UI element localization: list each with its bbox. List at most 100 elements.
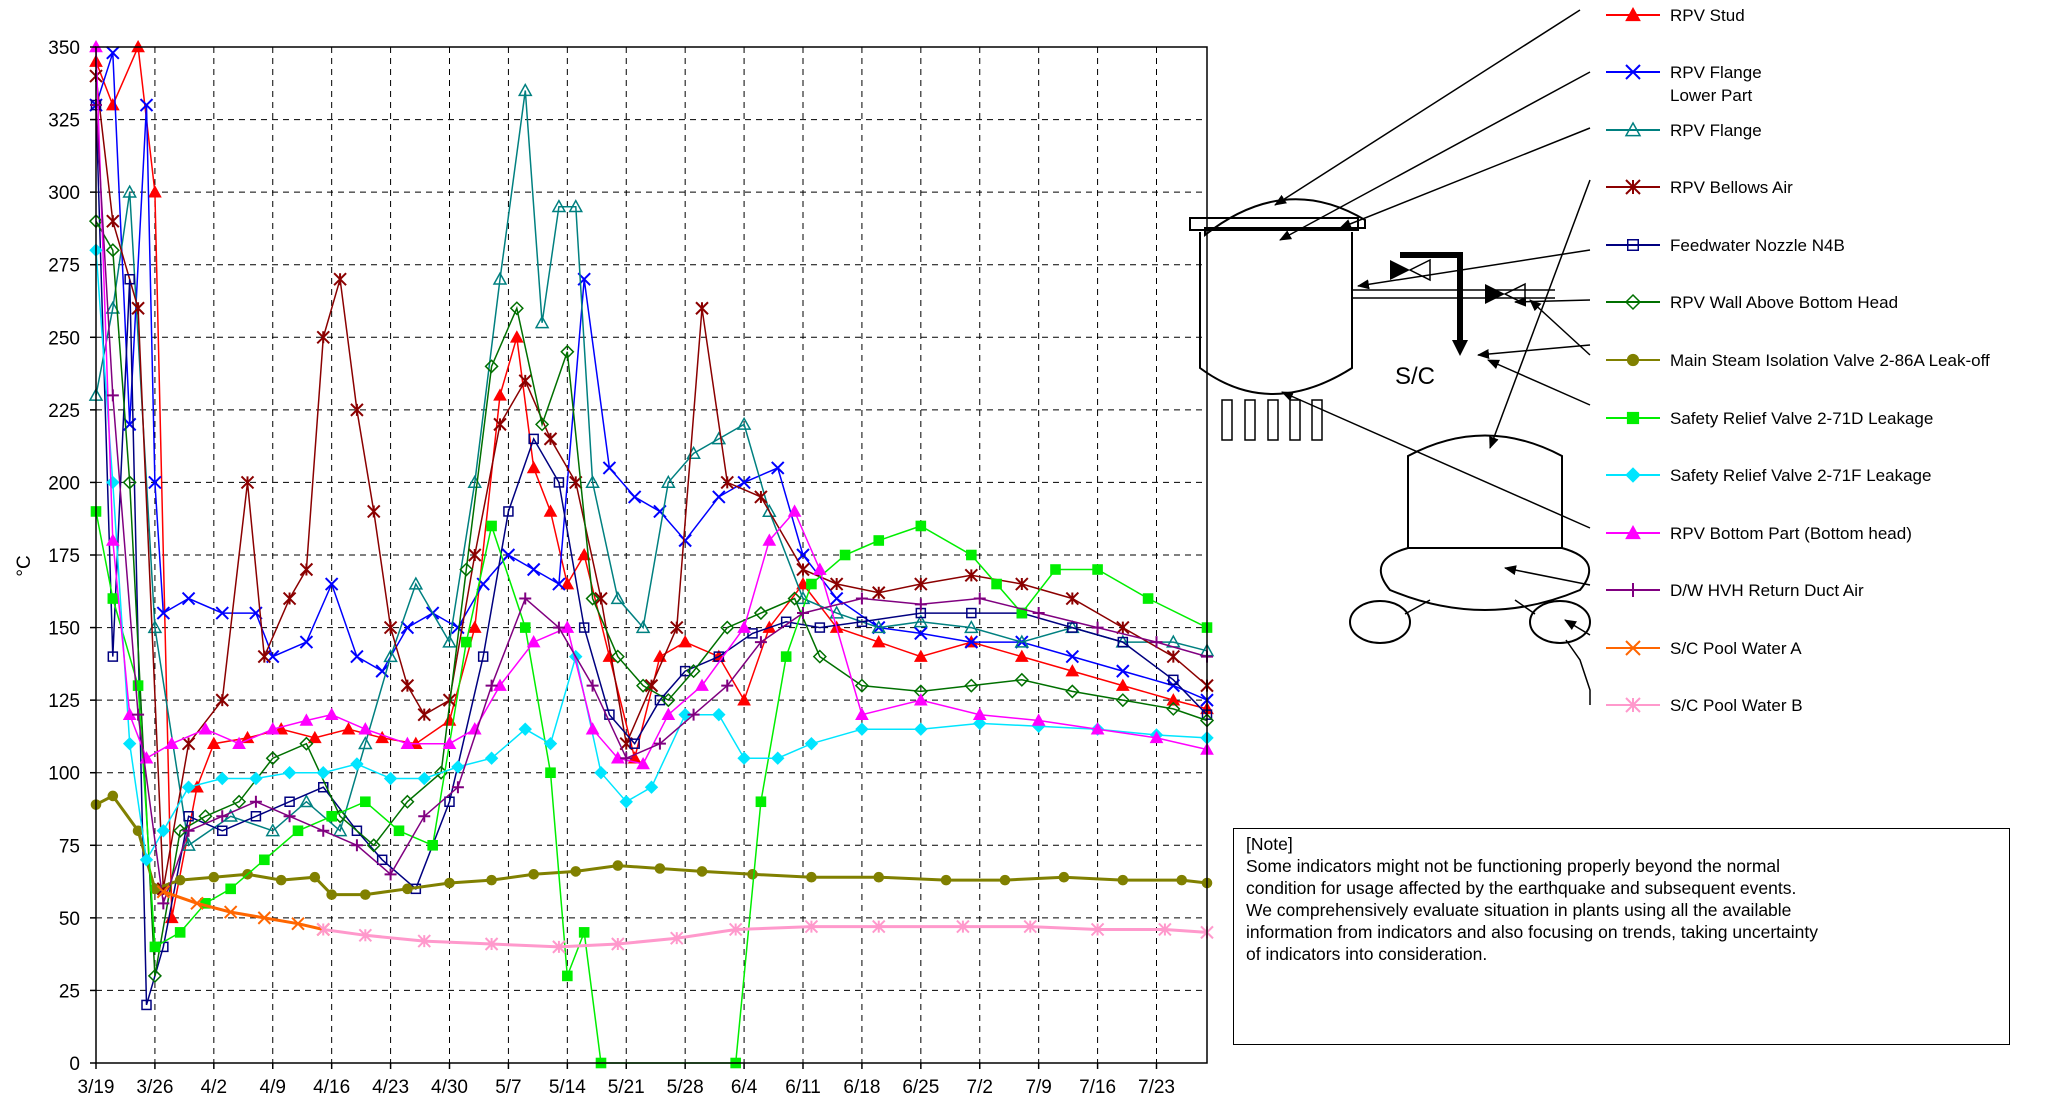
legend-label: S/C Pool Water A xyxy=(1670,639,1802,658)
data-point xyxy=(485,679,498,692)
data-point xyxy=(560,344,575,359)
legend-label: RPV Stud xyxy=(1670,6,1745,25)
data-point xyxy=(610,590,626,605)
data-point xyxy=(259,854,270,866)
data-point xyxy=(814,622,826,633)
x-tick-label: 5/14 xyxy=(549,1077,586,1098)
legend-label: RPV Flange xyxy=(1670,63,1762,82)
data-point xyxy=(797,607,809,620)
data-point xyxy=(360,796,371,808)
data-point xyxy=(720,475,734,490)
drywell xyxy=(1407,434,1563,549)
note-line: Some indicators might not be functioning… xyxy=(1246,856,1781,876)
data-point xyxy=(686,664,701,679)
legend-item: Main Steam Isolation Valve 2-86A Leak-of… xyxy=(1606,351,1990,370)
legend-label: RPV Bottom Part (Bottom head) xyxy=(1670,524,1912,543)
x-tick-label: 7/23 xyxy=(1138,1077,1175,1098)
data-point xyxy=(366,838,381,853)
series-3 xyxy=(89,69,1214,896)
data-point xyxy=(181,591,196,606)
data-point xyxy=(358,736,373,750)
data-point xyxy=(737,751,751,765)
data-point xyxy=(400,678,415,693)
data-point xyxy=(873,871,885,883)
pointer-line xyxy=(1565,639,1591,705)
data-point xyxy=(604,709,615,720)
data-point xyxy=(257,649,272,664)
data-point xyxy=(105,243,120,258)
data-point xyxy=(132,708,145,721)
data-point xyxy=(181,736,196,751)
y-tick-label: 125 xyxy=(48,691,80,712)
data-point xyxy=(712,490,726,504)
data-point xyxy=(873,535,885,546)
data-point xyxy=(225,883,236,895)
rpv-support-leg xyxy=(1289,399,1301,441)
data-point xyxy=(1014,649,1029,662)
legend-item: Safety Relief Valve 2-71D Leakage xyxy=(1606,409,1933,428)
data-point xyxy=(661,693,676,708)
data-point xyxy=(105,533,120,546)
data-point xyxy=(1014,634,1030,648)
vent-pipe xyxy=(1404,599,1431,615)
data-point xyxy=(250,811,262,822)
note-heading: [Note] xyxy=(1246,834,1293,854)
data-point xyxy=(376,854,388,866)
data-point xyxy=(206,736,221,749)
data-point xyxy=(265,751,280,766)
data-point xyxy=(695,301,709,315)
legend-label: S/C Pool Water B xyxy=(1670,696,1803,715)
data-point xyxy=(324,707,339,720)
data-point xyxy=(318,781,329,793)
data-point xyxy=(503,506,514,517)
data-point xyxy=(257,911,272,925)
legend-label: Safety Relief Valve 2-71F Leakage xyxy=(1670,466,1931,485)
data-point xyxy=(914,577,928,591)
data-point xyxy=(400,736,415,749)
data-point xyxy=(316,922,330,937)
legend-marker xyxy=(1626,583,1640,597)
pointer-arrow xyxy=(1357,249,1591,290)
data-point xyxy=(518,374,532,388)
data-point xyxy=(966,549,977,561)
data-point xyxy=(107,651,119,662)
data-point xyxy=(796,548,810,562)
y-axis-label: °C xyxy=(14,555,35,576)
data-point xyxy=(578,622,590,633)
data-point xyxy=(383,771,398,786)
data-point xyxy=(147,968,162,983)
data-point xyxy=(157,897,170,910)
data-point xyxy=(762,503,777,518)
pointer-arrow xyxy=(1529,299,1591,356)
data-point xyxy=(871,620,887,634)
data-point xyxy=(444,796,455,807)
data-point xyxy=(299,736,314,751)
y-tick-label: 100 xyxy=(48,764,80,785)
legend-item: RPV Bellows Air xyxy=(1606,178,1793,197)
data-point xyxy=(644,780,659,794)
data-point xyxy=(787,504,802,517)
data-point xyxy=(552,940,566,954)
data-point xyxy=(720,620,735,635)
data-point xyxy=(661,474,676,488)
data-point xyxy=(670,931,684,945)
x-tick-label: 5/21 xyxy=(608,1077,645,1098)
data-point xyxy=(124,273,135,285)
x-tick-label: 6/4 xyxy=(731,1077,758,1098)
x-tick-label: 5/28 xyxy=(667,1077,704,1098)
discharge-arrowhead xyxy=(1452,340,1468,356)
y-tick-label: 0 xyxy=(69,1054,80,1075)
data-point xyxy=(1158,922,1172,937)
data-point xyxy=(1023,919,1037,934)
data-point xyxy=(856,616,868,628)
data-point xyxy=(461,636,472,648)
series-line xyxy=(162,890,324,931)
pointer-arrow xyxy=(1487,359,1591,406)
data-point xyxy=(148,185,162,198)
data-point xyxy=(1149,730,1164,744)
data-point xyxy=(519,592,532,605)
x-tick-label: 3/26 xyxy=(136,1077,173,1098)
data-point xyxy=(131,301,145,315)
legend-marker xyxy=(1626,411,1640,425)
